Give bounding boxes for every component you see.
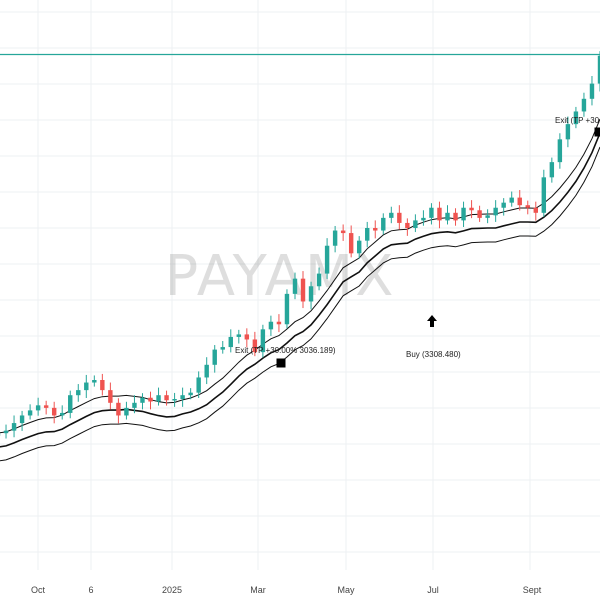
x-tick-label: Sept: [523, 585, 542, 595]
candle-body: [340, 230, 346, 234]
candle-body: [397, 212, 402, 223]
x-tick-label: May: [337, 585, 355, 595]
x-tick-label: Mar: [250, 585, 266, 595]
candle-body: [557, 139, 563, 163]
candle-body: [565, 124, 571, 140]
candle-body: [549, 162, 555, 178]
ma-band-line: [0, 146, 600, 462]
candle-body: [348, 233, 354, 254]
candle-body: [509, 197, 514, 203]
candle-body: [220, 347, 225, 350]
candle-body: [493, 207, 498, 216]
candle-body: [236, 334, 242, 337]
candle-body: [92, 380, 97, 383]
candle-body: [84, 382, 89, 391]
candle-body: [196, 377, 201, 393]
candle-body: [3, 430, 9, 434]
candle-body: [597, 55, 600, 84]
buy-label: Buy (3308.480): [406, 350, 461, 359]
x-tick-label: 6: [88, 585, 93, 595]
exit-label: Exit (TP +30.0: [555, 116, 600, 125]
candle-body: [324, 245, 330, 274]
candle-body: [76, 390, 81, 396]
candle-body: [35, 405, 41, 411]
candle-body: [51, 407, 57, 416]
candle-body: [405, 222, 410, 228]
candle-body: [445, 212, 450, 221]
ma-band-line: [0, 132, 600, 448]
candle-body: [116, 402, 121, 416]
candle-body: [68, 395, 73, 413]
candle-body: [180, 395, 185, 399]
candle-body: [316, 273, 322, 287]
candle-body: [356, 240, 362, 254]
candle-body: [308, 286, 314, 302]
candle-body: [108, 390, 113, 403]
candle-body: [100, 380, 105, 391]
candle-body: [140, 397, 145, 403]
candle-body: [276, 321, 282, 325]
ma-band-line: [0, 118, 600, 434]
candle-body: [188, 392, 193, 396]
exit-marker: [594, 127, 600, 137]
candle-body: [581, 98, 587, 112]
candle-body: [43, 405, 49, 408]
candle-body: [533, 207, 538, 213]
candles: [0, 51, 600, 439]
candle-body: [429, 207, 434, 218]
candle-body: [373, 228, 378, 231]
candle-body: [477, 210, 482, 218]
watermark: PAYAMX: [165, 244, 396, 309]
buy-arrow-icon: [427, 315, 437, 327]
x-axis: Oct 6 2025 Mar May Jul Sept: [31, 585, 542, 595]
moving-average-bands: [0, 118, 600, 462]
candle-body: [381, 217, 386, 231]
candle-body: [469, 207, 474, 211]
candle-body: [212, 349, 217, 365]
candle-body: [517, 197, 522, 206]
candle-body: [300, 278, 306, 302]
candle-body: [148, 397, 153, 402]
candle-body: [60, 412, 65, 416]
candle-body: [27, 410, 33, 416]
candle-body: [421, 217, 426, 221]
candle-body: [292, 278, 298, 294]
candle-body: [413, 220, 418, 228]
candle-body: [284, 293, 290, 325]
candle-body: [461, 207, 466, 221]
candle-body: [11, 423, 17, 431]
candle-body: [172, 399, 177, 401]
exit-marker: [276, 358, 286, 368]
trade-annotations: Exit (TP +30.00% 3036.189) Buy (3308.480)…: [235, 116, 600, 368]
candle-body: [453, 212, 458, 221]
x-tick-label: Jul: [427, 585, 439, 595]
candle-body: [164, 395, 169, 401]
x-tick-label: 2025: [162, 585, 182, 595]
candle-body: [156, 395, 161, 402]
candle-body: [501, 202, 506, 208]
candle-body: [204, 364, 209, 378]
candle-body: [252, 339, 258, 353]
candle-body: [260, 329, 266, 353]
candle-body: [124, 407, 129, 416]
x-tick-label: Oct: [31, 585, 46, 595]
exit-label: Exit (TP +30.00% 3036.189): [235, 346, 336, 355]
candle-body: [228, 336, 233, 348]
candle-body: [19, 415, 25, 424]
candle-body: [365, 228, 370, 241]
candle-body: [573, 111, 579, 125]
candle-body: [525, 205, 530, 208]
candle-body: [389, 212, 394, 218]
candle-body: [244, 334, 250, 340]
candle-body: [589, 83, 595, 99]
grid: [0, 0, 600, 570]
candle-body: [541, 177, 547, 213]
candle-body: [485, 215, 490, 218]
candle-body: [268, 321, 274, 330]
candle-body: [437, 207, 442, 221]
candle-body: [132, 402, 137, 408]
candle-body: [332, 230, 338, 246]
